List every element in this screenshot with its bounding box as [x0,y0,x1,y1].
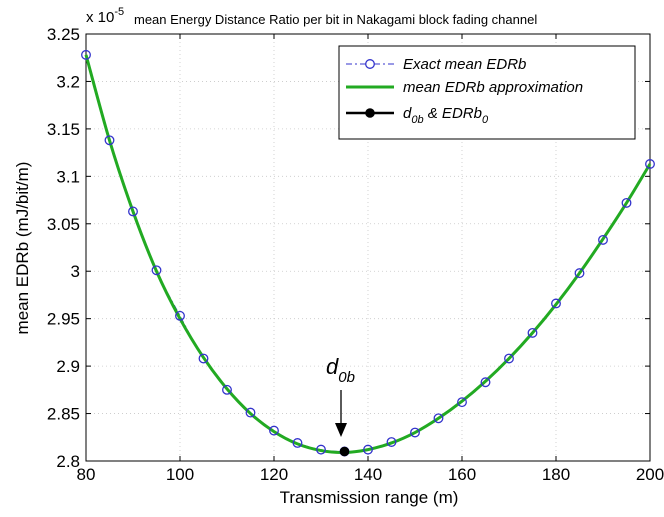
d0b-annotation: d0b [326,354,355,437]
series-exact-point [386,437,397,447]
legend-entry-approx: mean EDRb approximation [346,79,583,96]
series-exact-point [598,234,608,245]
series-exact-point [433,413,444,424]
y-tick-label: 2.9 [56,357,80,376]
series-exact-point [363,444,373,455]
series-exact-point [527,327,538,338]
x-tick-label: 80 [77,465,96,484]
series-exact-point [292,438,303,448]
x-tick-label: 180 [542,465,570,484]
legend-entry-d0b: d0b & EDRb0 [346,105,489,126]
y-tick-label: 3.1 [56,167,80,186]
series-exact-point [480,377,491,388]
annotation-arrow-head [335,423,347,437]
legend-d0b-amp: & EDRb [424,105,482,122]
series-exact-point [551,298,561,309]
series-exact-point [128,206,138,217]
y-tick-label: 3 [71,262,80,281]
legend-d0b-a-sub: 0b [411,114,423,126]
d0b-point [339,446,350,457]
x-tick-label: 160 [448,465,476,484]
axis-exponent: x 10-5 [86,6,124,26]
y-tick-label: 3.25 [47,25,80,44]
series-exact-point [151,265,162,276]
legend-label-d0b: d0b & EDRb0 [403,105,489,126]
y-tick-label: 2.95 [47,310,80,329]
series-exact-point [198,353,209,364]
x-tick-label: 120 [260,465,288,484]
axis-ticks: 80 100 120 140 160 180 200 2.8 2.85 2.9 2.95 3 3.05 3… [47,25,664,484]
series-exact-point [245,407,256,418]
series-exact-point [316,444,326,455]
legend-box [338,45,636,140]
annotation-main: d [326,354,339,379]
legend-label-exact: Exact mean EDRb [403,56,526,73]
series-exact-point [504,353,514,364]
y-tick-label: 2.8 [56,452,80,471]
series-exact-point [104,135,115,146]
y-tick-label: 3.15 [47,120,80,139]
series-exact-point [81,49,91,60]
series-layer [81,49,655,457]
x-tick-label: 200 [636,465,664,484]
x-axis-label: Transmission range (m) [280,488,459,507]
chart-title: mean Energy Distance Ratio per bit in Na… [134,12,537,27]
series-exact-point [269,425,279,436]
legend-swatch-exact-marker [365,59,375,69]
series-exact-point [410,427,420,438]
x-tick-label: 140 [354,465,382,484]
legend-swatch-d0b-marker [365,108,375,118]
exponent-prefix: x 10 [86,9,114,26]
y-tick-label: 3.2 [56,72,80,91]
series-exact-point [574,268,585,279]
series-exact-point [457,397,467,408]
legend: Exact mean EDRb mean EDRb approximation … [338,45,636,140]
series-exact-point [222,384,232,395]
series-exact-point [175,310,185,321]
legend-entry-exact: Exact mean EDRb [346,56,526,73]
x-tick-label: 100 [166,465,194,484]
annotation-sub: 0b [338,369,355,386]
series-exact-point [645,159,655,169]
y-tick-label: 3.05 [47,215,80,234]
series-exact-point [621,197,632,208]
y-tick-label: 2.85 [47,405,80,424]
series-approx-line [84,54,652,454]
y-axis-label: mean EDRb (mJ/bit/m) [13,162,32,335]
legend-d0b-a: d [403,105,412,122]
legend-label-approx: mean EDRb approximation [403,79,583,96]
legend-d0b-b-sub: 0 [482,114,489,126]
annotation-label: d0b [326,354,355,386]
exponent-power: -5 [114,6,124,18]
